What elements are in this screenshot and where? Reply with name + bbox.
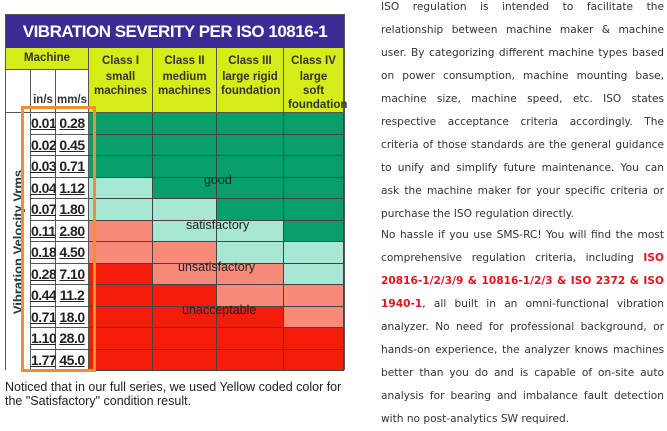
zone-label-good: good	[204, 173, 232, 187]
severity-cell-unsatisfactory	[153, 242, 217, 264]
iso-standards-highlight: ISO 20816-1/2/3/9 & 10816-1/2/3 & ISO 23…	[381, 252, 664, 310]
value-ins: 1.77	[31, 349, 57, 371]
severity-cell-good	[284, 134, 344, 156]
severity-cell-good	[284, 220, 344, 242]
severity-cell-unacceptable	[153, 328, 217, 350]
value-ins: 0.02	[31, 134, 57, 156]
severity-cell-good	[217, 134, 284, 156]
class-header-3: Class III large rigid foundation	[217, 48, 284, 113]
severity-cell-unacceptable	[217, 328, 284, 350]
severity-cell-satisfactory	[89, 177, 153, 199]
value-ins: 0.04	[31, 177, 57, 199]
severity-cell-unacceptable	[153, 285, 217, 307]
severity-cell-good	[217, 113, 284, 135]
severity-cell-good	[217, 199, 284, 221]
severity-cell-good	[284, 177, 344, 199]
severity-cell-unacceptable	[89, 285, 153, 307]
severity-cell-unsatisfactory	[89, 220, 153, 242]
value-ins: 0.44	[31, 285, 57, 307]
table-title: VIBRATION SEVERITY PER ISO 10816-1	[6, 15, 344, 48]
severity-cell-good	[217, 177, 284, 199]
severity-cell-good	[153, 113, 217, 135]
severity-cell-unsatisfactory	[89, 242, 153, 264]
severity-cell-satisfactory	[153, 220, 217, 242]
severity-cell-unsatisfactory	[284, 285, 344, 307]
severity-cell-unsatisfactory	[217, 263, 284, 285]
unit-header-mms: mm/s	[56, 70, 89, 113]
zone-label-satisfactory: satisfactory	[186, 218, 250, 232]
severity-cell-unacceptable	[153, 349, 217, 371]
severity-cell-unacceptable	[89, 306, 153, 328]
severity-cell-unacceptable	[153, 306, 217, 328]
value-mms: 4.50	[56, 242, 89, 264]
value-ins: 0.11	[31, 220, 56, 242]
value-mms: 0.45	[56, 134, 89, 156]
severity-cell-satisfactory	[284, 242, 344, 264]
value-mms: 0.28	[56, 113, 89, 135]
value-ins: 0.03	[31, 156, 57, 178]
paragraph-iso-intro: ISO regulation is intended to facilitate…	[381, 1, 664, 220]
zone-label-unsatisfactory: unsatisfactory	[178, 260, 256, 274]
note-text: Noticed that in our full series, we used…	[5, 380, 342, 408]
class-header-4: Class IV large soft foundation	[284, 48, 347, 113]
value-mms: 7.10	[56, 263, 89, 285]
paragraph-sms-rc: No hassle if you use SMS-RC! You will fi…	[381, 229, 664, 425]
severity-cell-satisfactory	[153, 199, 217, 221]
value-mms: 0.71	[56, 156, 89, 178]
severity-cell-good	[89, 134, 153, 156]
severity-cell-good	[153, 177, 217, 199]
severity-cell-unacceptable	[217, 349, 284, 371]
severity-cell-satisfactory	[89, 199, 153, 221]
severity-cell-good	[284, 199, 344, 221]
value-ins: 0.01	[31, 113, 57, 135]
severity-cell-good	[89, 113, 153, 135]
value-mms: 18.0	[56, 306, 89, 328]
severity-cell-unsatisfactory	[284, 306, 344, 328]
unit-header-ins: in/s	[31, 70, 56, 113]
severity-cell-unacceptable	[89, 263, 153, 285]
value-ins: 0.71	[31, 306, 57, 328]
severity-cell-unacceptable	[284, 328, 344, 350]
severity-cell-good	[89, 156, 153, 178]
axis-label: Vibration Velocity Vrms	[6, 113, 31, 371]
severity-cell-good	[284, 156, 344, 178]
severity-cell-good	[217, 156, 284, 178]
severity-cell-unsatisfactory	[153, 263, 217, 285]
value-mms: 2.80	[56, 220, 89, 242]
highlight-box	[21, 106, 96, 372]
value-mms: 28.0	[56, 328, 89, 350]
severity-cell-unacceptable	[284, 349, 344, 371]
severity-cell-good	[284, 113, 344, 135]
value-ins: 0.07	[31, 199, 57, 221]
value-ins: 0.28	[31, 263, 57, 285]
value-ins: 0.18	[31, 242, 57, 264]
severity-cell-unacceptable	[217, 306, 284, 328]
value-ins: 1.10	[31, 328, 57, 350]
value-mms: 1.80	[56, 199, 89, 221]
machine-header: Machine	[6, 48, 89, 70]
severity-cell-satisfactory	[217, 242, 284, 264]
value-mms: 11.2	[56, 285, 89, 307]
severity-cell-unacceptable	[89, 349, 153, 371]
severity-cell-satisfactory	[217, 220, 284, 242]
zone-label-unacceptable: unacceptable	[182, 303, 257, 317]
iso-severity-table: VIBRATION SEVERITY PER ISO 10816-1 Machi…	[5, 14, 347, 371]
severity-cell-good	[153, 134, 217, 156]
value-mms: 1.12	[56, 177, 89, 199]
severity-cell-good	[153, 156, 217, 178]
severity-cell-unsatisfactory	[217, 285, 284, 307]
severity-cell-unacceptable	[89, 328, 153, 350]
header-blank	[6, 70, 31, 113]
severity-cell-satisfactory	[284, 263, 344, 285]
class-header-2: Class II medium machines	[153, 48, 217, 113]
